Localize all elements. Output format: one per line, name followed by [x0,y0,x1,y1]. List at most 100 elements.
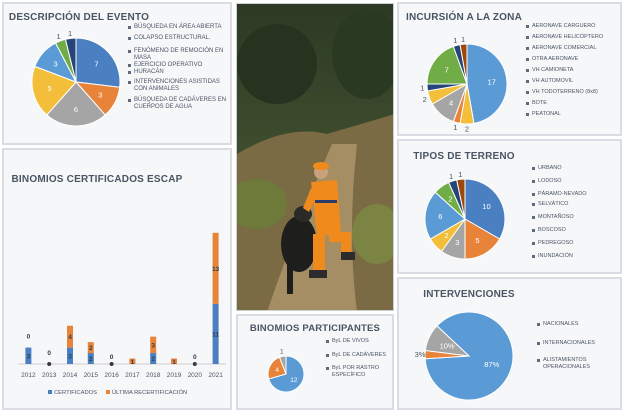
pie-slice [46,81,106,127]
pie-data-label: 7 [94,60,98,69]
pie-data-label: 6 [438,212,442,221]
x-tick-label: 2014 [63,372,78,379]
x-tick-label: 2013 [42,372,57,379]
legend-item: ByL DE VIVOS [332,338,369,344]
legend-item: EJERCICIO OPERATIVO [134,62,203,68]
pie-data-label: 6 [74,105,78,114]
bar-data-label: 0 [47,350,51,357]
bar-data-label: 11 [212,331,219,338]
legend-terreno: URBANO LODOSO PÁRAMO-NEVADO SELVÁTICO MO… [532,165,622,264]
legend-participantes: ByL DE VIVOS ByL DE CADÁVERES ByL POR RA… [326,338,394,383]
legend-item: VH AUTOMOVIL [532,78,574,84]
x-tick-label: 2012 [21,372,36,379]
pie-data-label: 1 [461,35,465,44]
legend-item: SELVÁTICO [538,201,569,207]
bar-data-label: 0 [193,354,197,361]
pie-data-label: 1 [458,170,462,179]
legend-intervenciones: NACIONALES INTERNACIONALES ALISTAMIENTOS… [537,321,621,375]
bar-data-label: 1 [172,359,176,366]
pie-data-label: 10 [482,202,490,211]
legend-item: PEATONAL [532,111,561,117]
legend-item: PÁRAMO-NEVADO [538,191,587,197]
bar-recertificacion [171,358,177,364]
legend-item: BÚSQUEDA EN ÁREA ABIERTA [134,24,222,30]
bar-data-label: 3 [151,342,155,349]
legend-item: ByL DE CADÁVERES [332,352,386,358]
legend-item: NACIONALES [543,321,579,327]
legend-item: BOTE [532,100,547,106]
panel-binomios-participantes: BINOMIOS PARTICIPANTES 12 4 1 ByL DE VIVOS… [236,314,394,410]
bar-chart-binomios: 2012 3 0 2013 0 2014 3 4 2015 2 2 2016 0 2017 1 2018 2 3 2… [18,232,226,396]
legend-item: VH CAMIONETA [532,67,574,73]
x-tick-label: 2020 [188,372,203,379]
legend-item: MONTAÑOSO [538,214,574,220]
photo-rescue-dog [236,3,394,311]
pie-data-label: 87% [484,360,499,369]
legend-item: VH TODOTERRENO (8x8) [532,89,598,95]
panel-title: TIPOS DE TERRENO [413,151,515,162]
bar-recertificacion [87,342,94,354]
zero-marker [47,362,52,366]
legend-swatch [106,390,110,394]
pie-data-label: 5 [47,84,51,93]
legend-item: ByL POR RASTRO ESPECÍFICO [332,365,380,378]
panel-binomios-certificados: BINOMIOS CERTIFICADOS ESCAP 2012 3 0 2013 0 2… [2,148,232,410]
pie-chart-intervenciones: 87% 3% 10% [415,311,514,401]
legend-label: CERTIFICADOS [54,390,97,396]
legend-item: AERONAVE COMERCIAL [532,45,597,51]
pie-data-label: 17 [488,77,496,86]
pie-data-label: 10% [440,341,455,350]
pie-slice [75,37,121,88]
pie-data-label: 3 [98,90,102,99]
legend-item: AERONAVE CARGUERO [532,23,596,29]
panel-title: BINOMIOS PARTICIPANTES [249,323,381,334]
pie-chart-participantes: 12 4 1 [267,349,305,393]
pie-data-label: 4 [449,99,453,108]
pie-data-label: 3% [415,350,426,359]
bar-data-label: 2 [89,356,93,363]
pie-slice [424,191,466,240]
legend-item: PEDREGOSO [538,240,574,246]
pie-data-label: 2 [465,125,469,134]
rescue-scene-image [237,4,393,310]
bar-certificados [150,353,157,364]
pie-data-label: 1 [280,349,284,356]
zero-marker [192,362,197,366]
pie-slice [466,43,508,124]
legend-item: LODOSO [538,178,562,184]
pie-slice [464,178,506,240]
legend-swatch [48,390,52,394]
pie-slice [424,325,471,357]
pie-data-label: 1 [420,84,424,93]
legend-item: HURACÁN [134,69,164,75]
bar-data-label: 3 [27,353,31,360]
bar-certificados [212,303,219,364]
panel-title: BINOMIOS CERTIFICADOS ESCAP [11,174,183,185]
x-tick-label: 2018 [146,372,161,379]
legend-item: OTRA AERONAVE [532,56,579,62]
pie-data-label: 1 [57,32,61,41]
legend-item: INTERNACIONALES [543,340,595,346]
legend-item: COLAPSO ESTRUCTURAL. [134,35,211,41]
pie-data-label: 3 [53,60,57,69]
x-tick-label: 2017 [125,372,140,379]
pie-slice [456,178,466,220]
bar-recertificacion [150,336,157,354]
legend-item: AERONAVE HELICÓPTERO [532,34,604,40]
pie-slice [31,65,77,116]
bar-data-label: 0 [110,354,114,361]
pie-chart-descripcion: 7 3 6 5 3 1 1 [31,29,121,127]
pie-data-label: 1 [449,172,453,181]
pie-slice [278,355,287,375]
bar-data-label: 13 [212,266,220,273]
pie-data-label: 1 [453,123,457,132]
legend-item: INTERVENCIONES ASISTIDAS CON ANIMALES [134,79,220,92]
pie-data-label: 2 [448,195,452,204]
pie-data-label: 4 [275,367,279,374]
bar-data-label: 1 [131,359,135,366]
bar-data-label: 0 [27,334,31,341]
bar-data-label: 4 [68,334,72,341]
pie-data-label: 1 [68,29,72,38]
